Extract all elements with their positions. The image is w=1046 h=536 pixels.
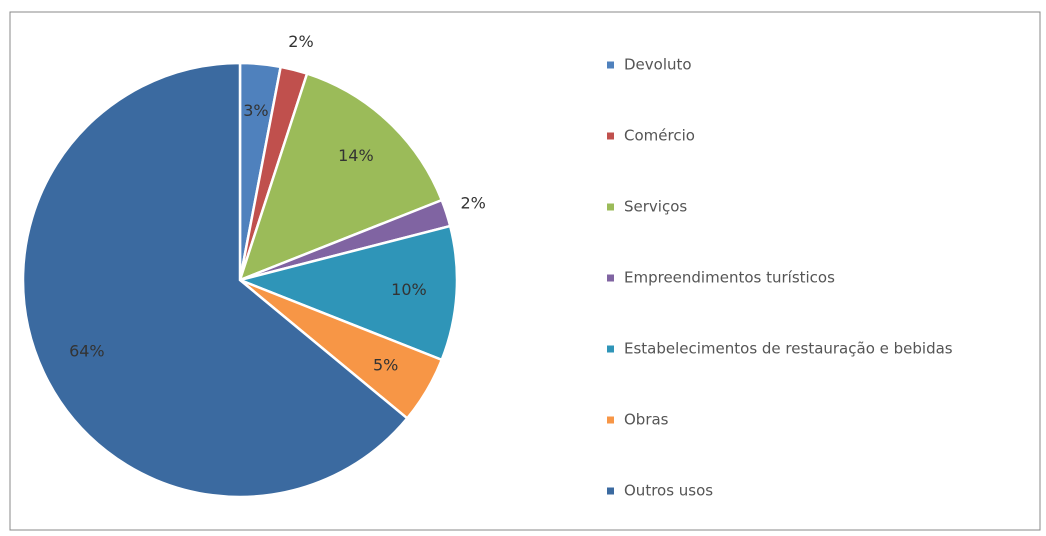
data-label: 64%	[69, 342, 105, 361]
legend-label: Obras	[624, 411, 669, 429]
data-label: 2%	[288, 32, 313, 51]
data-label: 3%	[243, 101, 268, 120]
pie-slice	[235, 224, 459, 362]
legend-swatch	[607, 274, 614, 282]
legend-label: Estabelecimentos de restauração e bebida…	[624, 340, 953, 358]
data-label: 10%	[391, 280, 427, 299]
legend-label: Outros usos	[624, 482, 713, 500]
legend-swatch	[607, 487, 614, 495]
pie-slice	[237, 72, 444, 283]
data-label: 2%	[461, 194, 486, 213]
legend-label: Serviços	[624, 198, 687, 216]
legend-label: Devoluto	[624, 56, 692, 74]
legend-swatch	[607, 203, 614, 211]
data-label: 14%	[338, 146, 374, 165]
legend-label: Empreendimentos turísticos	[624, 269, 835, 287]
legend-swatch	[607, 416, 614, 424]
legend-swatch	[607, 345, 614, 353]
pie-slice	[21, 61, 409, 499]
data-label: 5%	[373, 356, 398, 375]
legend-label: Comércio	[624, 127, 695, 145]
chart-frame	[9, 11, 1041, 531]
legend-swatch	[607, 61, 614, 69]
legend-swatch	[607, 132, 614, 140]
